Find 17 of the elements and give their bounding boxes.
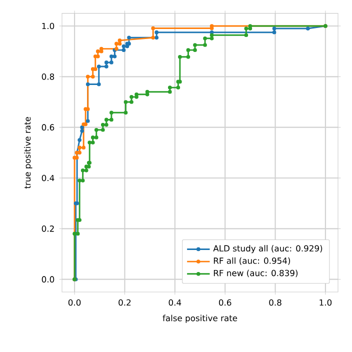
y-tick-label: 0.8 [42,74,54,80]
x-tick-label: 0.0 [68,299,81,306]
y-tick-label: 0.4 [42,174,54,182]
y-axis-title: true positive rate [24,116,32,189]
legend-label: RF all (auc: 0.954) [214,257,290,265]
y-tick-label: 0.6 [42,124,54,131]
x-tick-label: 1.0 [320,299,332,306]
x-tick-label: 0.6 [218,299,232,306]
y-tick-label: 0.2 [42,226,54,232]
y-tick-label: 1.0 [42,22,54,30]
x-tick-label: 0.8 [269,299,282,306]
x-tick-label: 0.4 [168,299,182,306]
y-tick-label: 0.0 [42,276,54,283]
legend-label: ALD study all (auc: 0.929) [213,245,322,254]
x-axis-title: false positive rate [162,314,238,323]
legend-label: RF new (auc: 0.839) [214,270,298,278]
x-tick-label: 0.2 [118,299,131,306]
